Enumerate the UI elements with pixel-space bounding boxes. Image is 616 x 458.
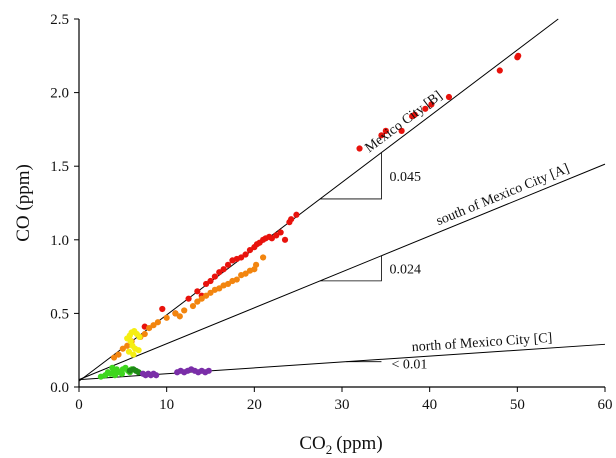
data-point [233,276,240,283]
data-point [118,370,126,377]
data-point [154,319,161,326]
data-point [224,280,232,288]
y-tick-label: 1.5 [50,159,69,175]
data-point [125,348,133,355]
data-point [198,295,205,302]
data-point [172,310,179,317]
data-point [136,333,143,341]
fit-line-label: south of Mexico City [A] [434,161,571,229]
data-point [176,313,183,320]
y-tick-label: 0.0 [50,380,69,396]
y-axis-title: CO (ppm) [13,164,34,242]
points-layer [97,52,522,380]
data-point [382,127,389,134]
data-point [194,288,201,295]
data-point [216,269,223,276]
data-point [293,211,300,218]
annotations-layer: Mexico City [B] 0.045 south of Mexico City… [320,88,572,373]
y-tick-label: 2.5 [50,12,69,28]
data-point [211,273,218,280]
data-point [203,292,210,299]
data-point [207,289,214,296]
slope-triangle [320,255,382,282]
data-point [163,314,170,321]
data-point [194,298,201,305]
data-point [242,270,249,277]
fit-line [78,343,606,381]
data-point [153,372,160,379]
y-tick-label: 0.5 [50,306,69,322]
data-point [252,261,260,268]
data-point [422,105,429,112]
ticks-layer: 0 10 20 30 40 50 60 0.0 0.5 1.0 1.5 2.0 2.5 [50,12,612,413]
fit-line [78,163,606,381]
data-point [288,216,295,223]
data-point [246,247,254,254]
x-tick-label: 40 [422,397,437,413]
x-tick-label: 50 [510,397,525,413]
x-tick-label: 20 [247,397,262,413]
data-point [277,229,284,236]
data-point [268,235,275,242]
data-point [411,111,418,118]
data-point [496,67,503,74]
fit-line-label: north of Mexico City [C] [411,331,552,355]
slope-label: 0.045 [389,170,421,185]
data-point [205,367,212,374]
slope-label: < 0.01 [391,358,427,373]
slope-triangle [320,152,382,200]
data-point [110,354,118,361]
fit-line-label: Mexico City [B] [362,88,445,156]
fit-lines-layer [78,18,606,382]
data-point [238,254,245,261]
data-point [119,345,126,352]
data-point [135,347,142,354]
data-point [356,145,363,152]
x-tick-label: 0 [75,397,83,413]
y-tick-label: 1.0 [50,233,69,249]
data-point [242,251,249,258]
slope-label: 0.024 [389,262,421,277]
data-point [189,302,197,310]
y-tick-label: 2.0 [50,86,69,102]
data-point [220,266,227,273]
data-point [150,322,157,329]
data-point [115,351,122,358]
data-point [224,261,232,268]
data-point [273,232,280,239]
data-point [445,93,453,101]
data-point [141,330,148,338]
data-point [378,132,385,139]
data-point [146,325,153,332]
x-tick-label: 60 [598,397,613,413]
data-point [111,372,119,379]
data-point [130,351,137,358]
data-point [398,127,405,134]
data-point [124,342,131,349]
data-point [159,305,166,313]
data-point [203,280,210,288]
data-point [428,101,435,108]
data-point [216,285,223,292]
data-point [207,277,214,285]
data-point [109,364,116,371]
data-point [515,52,522,59]
data-point [185,295,192,302]
x-axis-title: CO2 (ppm) [299,433,382,457]
data-point [281,236,289,243]
x-tick-label: 30 [335,397,350,413]
data-point [260,254,267,261]
data-point [181,307,188,314]
x-tick-label: 10 [159,397,174,413]
